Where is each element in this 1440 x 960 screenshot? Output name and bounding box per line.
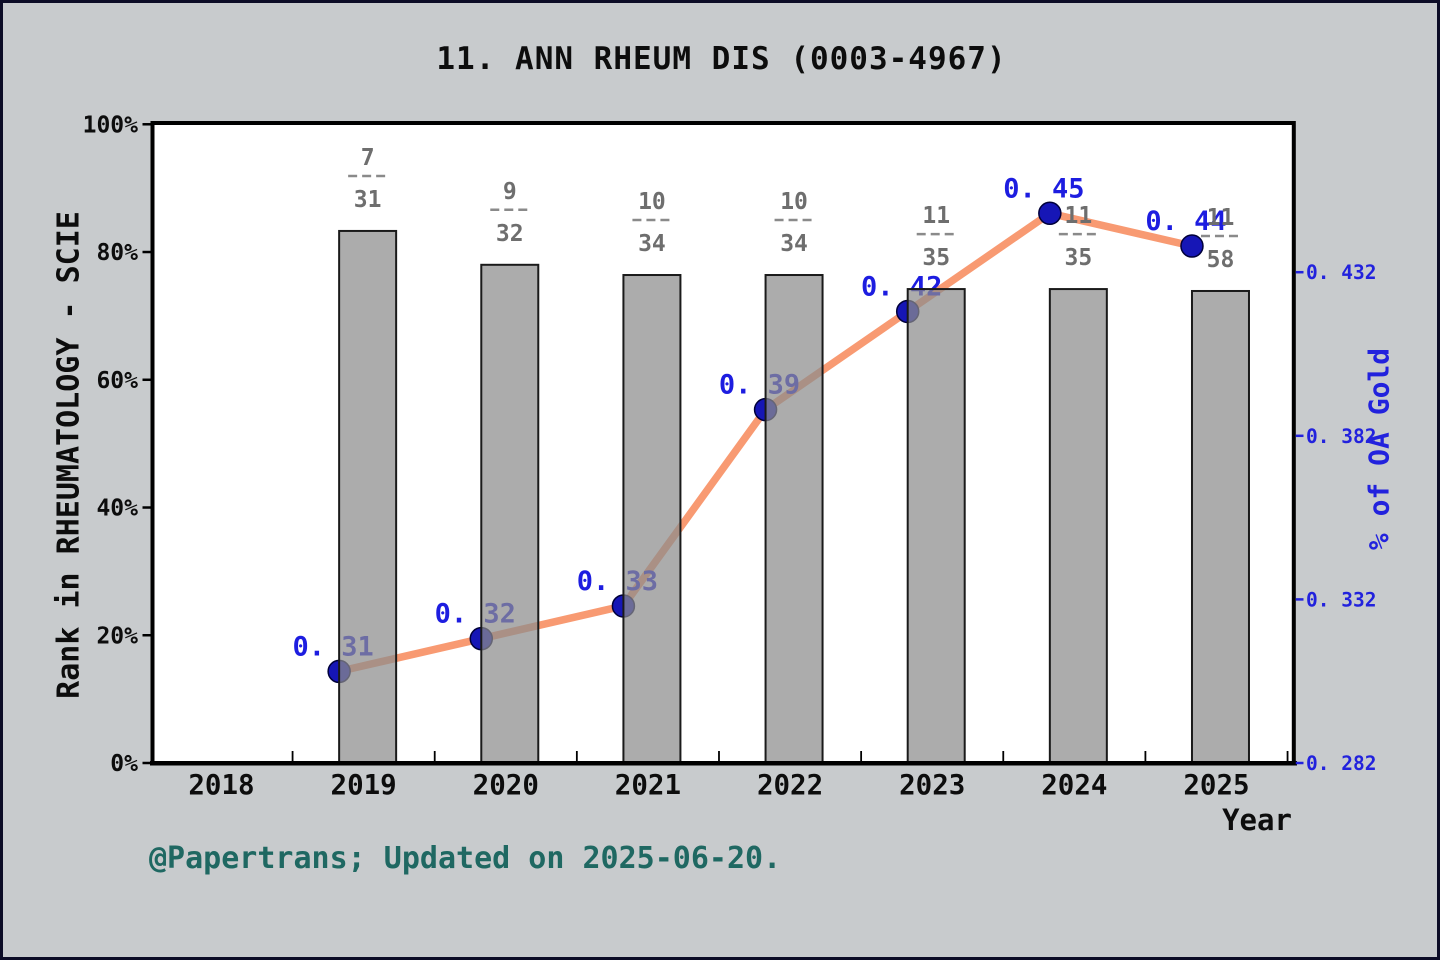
plot-area (153, 123, 1294, 763)
x-tick-label-2024: 2024 (1041, 769, 1107, 801)
x-tick-label-2020: 2020 (473, 769, 539, 801)
fraction-numerator-2023: 11 (922, 203, 950, 229)
right-axis-title: % of OA Gold (1362, 347, 1396, 551)
left-tick-label-80%: 80% (96, 240, 138, 266)
x-tick-label-2025: 2025 (1183, 769, 1249, 801)
bottom-spine (150, 761, 1297, 766)
left-axis-title: Rank in RHEUMATOLOGY - SCIE (51, 211, 87, 699)
left-spine (150, 121, 155, 765)
left-tick-label-100%: 100% (83, 112, 139, 138)
fraction-numerator-2019: 7 (361, 145, 375, 171)
data-point-2024 (1038, 201, 1062, 226)
point-label-2024: 0. 45 (1003, 173, 1084, 204)
fraction-numerator-2021: 10 (638, 189, 666, 215)
right-spine (1291, 121, 1296, 765)
left-tick-label-0%: 0% (110, 751, 138, 777)
fraction-denominator-2021: 34 (638, 231, 666, 257)
fraction-numerator-2024: 11 (1064, 203, 1092, 229)
x-tick-label-2022: 2022 (757, 769, 823, 801)
top-spine (150, 121, 1296, 125)
left-tick-label-20%: 20% (96, 623, 138, 649)
right-tick-label-0.382: 0. 382 (1306, 425, 1376, 448)
fraction-denominator-2019: 31 (354, 187, 382, 213)
x-tick-label-2021: 2021 (615, 769, 681, 801)
right-tick-label-0.282: 0. 282 (1306, 752, 1376, 775)
point-label-2025: 0. 44 (1145, 206, 1226, 237)
bar-2022 (764, 274, 824, 764)
bar-2020 (480, 263, 540, 764)
x-tick-label-2018: 2018 (188, 769, 254, 801)
chart-title: 11. ANN RHEUM DIS (0003-4967) (436, 41, 1007, 77)
fraction-denominator-2024: 35 (1064, 245, 1092, 271)
bar-2025 (1190, 289, 1250, 764)
bar-2023 (906, 288, 966, 764)
left-tick-label-60%: 60% (96, 368, 138, 394)
bar-2021 (622, 274, 682, 764)
right-tick-label-0.332: 0. 332 (1306, 588, 1376, 611)
data-point-2025 (1180, 234, 1204, 258)
x-tick-label-2019: 2019 (331, 769, 397, 801)
x-axis-title: Year (1222, 803, 1292, 837)
fraction-numerator-2022: 10 (780, 189, 808, 215)
left-tick-label-40%: 40% (96, 496, 138, 522)
watermark-text: @Papertrans; Updated on 2025-06-20. (149, 841, 782, 876)
x-tick-label-2023: 2023 (899, 769, 965, 801)
right-tick-label-0.432: 0. 432 (1306, 261, 1376, 284)
bar-2024 (1048, 288, 1108, 764)
fraction-denominator-2025: 58 (1207, 247, 1235, 273)
fraction-denominator-2020: 32 (496, 221, 524, 247)
fraction-numerator-2025: 11 (1207, 205, 1235, 231)
bar-2019 (338, 229, 398, 765)
fraction-denominator-2023: 35 (922, 245, 950, 271)
fraction-numerator-2020: 9 (503, 179, 517, 205)
fraction-denominator-2022: 34 (780, 231, 808, 257)
